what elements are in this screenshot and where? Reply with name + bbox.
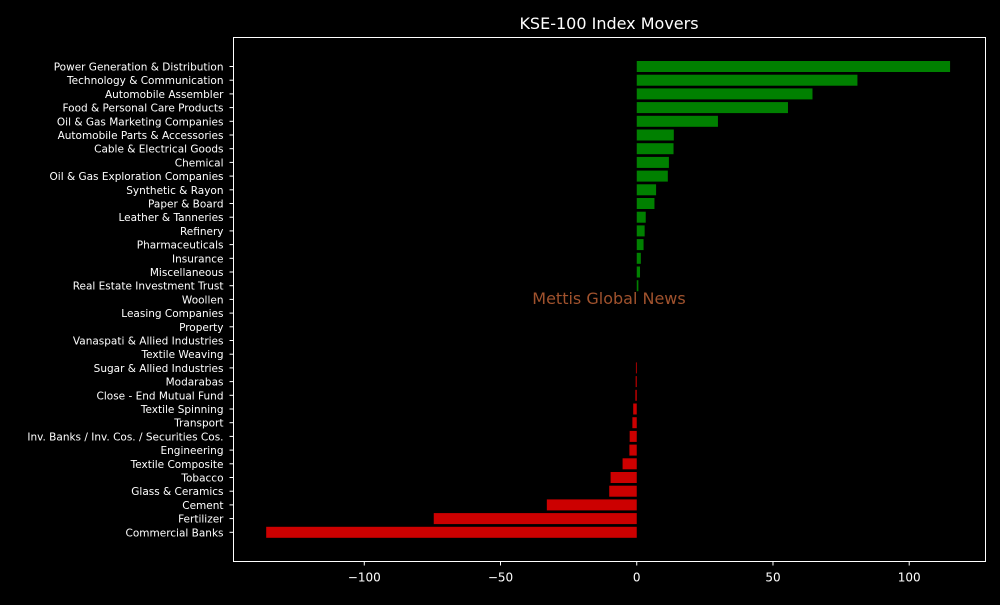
category-label: Real Estate Investment Trust <box>73 281 224 293</box>
bar-31 <box>609 485 637 497</box>
bar-1 <box>636 74 858 86</box>
category-label: Leather & Tanneries <box>118 212 223 224</box>
bar-27 <box>629 430 637 442</box>
bar-33 <box>433 513 637 525</box>
category-label: Oil & Gas Exploration Companies <box>50 171 224 183</box>
category-label: Commercial Banks <box>126 527 224 539</box>
x-tick-label: 0 <box>633 571 641 585</box>
category-label: Woollen <box>182 294 224 306</box>
category-label: Close - End Mutual Fund <box>97 390 224 402</box>
category-label: Textile Weaving <box>141 349 224 361</box>
category-label: Chemical <box>175 157 224 169</box>
bar-13 <box>636 239 644 251</box>
bar-22 <box>635 362 637 374</box>
bar-15 <box>636 266 641 278</box>
bar-16 <box>636 280 639 292</box>
x-tick-label: 100 <box>898 571 921 585</box>
x-tick-label: −100 <box>348 571 381 585</box>
category-label: Insurance <box>172 253 224 265</box>
bar-5 <box>636 129 674 141</box>
category-label: Modarabas <box>166 377 224 389</box>
category-label: Vanaspati & Allied Industries <box>73 336 224 348</box>
chart-title: KSE-100 Index Movers <box>519 14 698 33</box>
bar-6 <box>636 143 674 155</box>
bar-7 <box>636 156 669 168</box>
category-label: Automobile Assembler <box>105 89 224 101</box>
category-label: Synthetic & Rayon <box>126 185 223 197</box>
category-label: Fertilizer <box>178 514 224 526</box>
category-label: Transport <box>173 418 223 430</box>
category-label: Refinery <box>180 226 224 238</box>
bar-23 <box>635 376 637 388</box>
category-label: Leasing Companies <box>121 308 223 320</box>
category-label: Food & Personal Care Products <box>62 103 223 115</box>
category-label: Engineering <box>161 445 224 457</box>
category-label: Textile Composite <box>130 459 224 471</box>
bar-2 <box>636 88 813 100</box>
bar-10 <box>636 198 655 209</box>
category-label: Cement <box>182 500 223 512</box>
category-label: Miscellaneous <box>150 267 224 279</box>
category-label: Oil & Gas Marketing Companies <box>57 116 224 128</box>
bar-3 <box>636 102 788 114</box>
category-label: Power Generation & Distribution <box>54 62 224 74</box>
x-tick-label: 50 <box>765 571 780 585</box>
bar-9 <box>636 184 657 196</box>
bars-layer <box>266 61 951 538</box>
watermark: Mettis Global News <box>532 289 685 308</box>
category-label: Inv. Banks / Inv. Cos. / Securities Cos. <box>27 431 223 443</box>
category-label: Technology & Communication <box>66 75 223 87</box>
bar-12 <box>636 225 645 237</box>
bar-29 <box>622 458 637 470</box>
category-label: Textile Spinning <box>140 404 224 416</box>
bar-8 <box>636 170 668 182</box>
bar-26 <box>632 417 637 429</box>
category-label: Tobacco <box>180 473 223 485</box>
bar-25 <box>633 403 637 415</box>
plot-frame <box>233 37 986 562</box>
category-label: Sugar & Allied Industries <box>94 363 224 375</box>
x-tick-label: −50 <box>488 571 513 585</box>
category-labels: Power Generation & DistributionTechnolog… <box>27 62 234 539</box>
bar-14 <box>636 252 641 264</box>
bar-32 <box>546 499 637 511</box>
category-label: Property <box>179 322 223 334</box>
bar-11 <box>636 211 646 223</box>
category-label: Cable & Electrical Goods <box>94 144 223 156</box>
category-label: Glass & Ceramics <box>131 486 223 498</box>
bar-0 <box>636 61 951 72</box>
bar-30 <box>610 472 637 483</box>
x-axis-ticks: −100 −50 0 50 100 <box>348 561 921 585</box>
category-label: Automobile Parts & Accessories <box>58 130 224 142</box>
bar-24 <box>635 389 637 401</box>
bar-28 <box>629 444 637 456</box>
bar-34 <box>266 526 637 538</box>
category-label: Paper & Board <box>148 199 223 211</box>
bar-4 <box>636 115 718 127</box>
category-label: Pharmaceuticals <box>137 240 224 252</box>
